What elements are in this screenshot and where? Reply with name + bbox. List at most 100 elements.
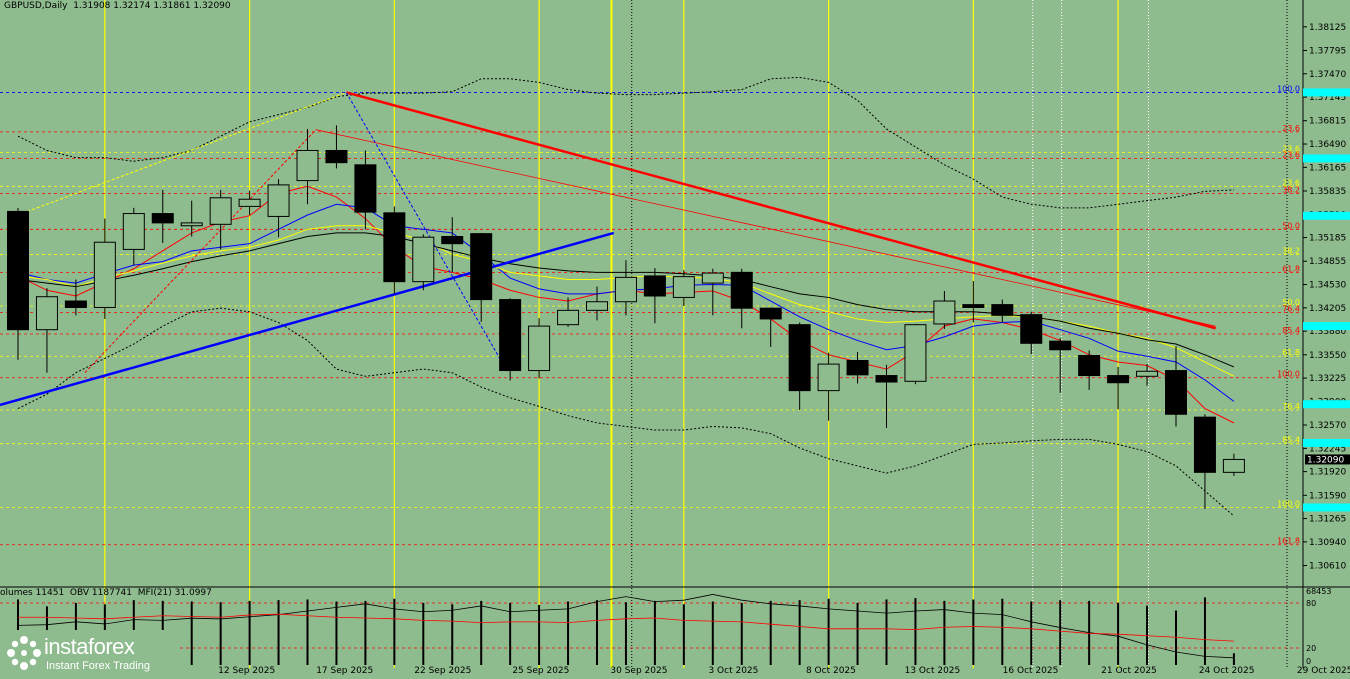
indicator-header: olumes 11451 OBV 1187741 MFI(21) 31.0997 (0, 588, 212, 598)
date-label: 22 Sep 2025 (414, 666, 471, 675)
indicator-scale-label: 20 (1306, 644, 1316, 653)
fib-level-label: 23.6 (1282, 124, 1300, 133)
date-label: 13 Oct 2025 (905, 666, 961, 675)
price-tick-label: 1.37470 (1309, 70, 1346, 80)
fib-level-label: 76.4 (1282, 402, 1300, 411)
date-label: 16 Oct 2025 (1003, 666, 1059, 675)
bear-candle (643, 275, 666, 297)
price-tick-label: 1.33880 (1309, 327, 1346, 337)
fib-level-label: 100.0 (1277, 499, 1300, 508)
date-label: 8 Oct 2025 (806, 666, 856, 675)
ohlc-values: 1.31908 1.32174 1.31861 1.32090 (73, 1, 231, 11)
bull-candle (267, 184, 290, 217)
current-price-label: 1.32090 (1307, 455, 1344, 465)
logo-name: instaforex (44, 634, 135, 659)
fib-level-label: 38.2 (1282, 185, 1300, 194)
bear-candle (1020, 314, 1043, 344)
bear-candle (1107, 375, 1130, 384)
price-tick-label: 1.31590 (1309, 491, 1346, 501)
date-label: 29 Oct 2025 (1297, 666, 1350, 675)
bear-candle (7, 210, 29, 331)
price-tick-label: 1.34205 (1309, 304, 1346, 314)
fib-level-label: 85.4 (1282, 436, 1300, 445)
bear-candle (354, 164, 377, 213)
fib-axis-marker (1303, 154, 1350, 163)
bull-candle (93, 241, 116, 308)
date-label: 30 Sep 2025 (610, 666, 667, 675)
bear-candle (846, 360, 869, 376)
fib-level-label: 85.4 (1282, 326, 1300, 335)
mfi-line (18, 613, 1234, 642)
bull-candle (1136, 370, 1159, 377)
bear-candle (962, 304, 985, 308)
red-thin-trendline (315, 129, 1216, 327)
obv-line (17, 594, 1234, 659)
bull-candle (701, 272, 724, 284)
price-tick-label: 1.36490 (1309, 140, 1346, 150)
logo-icon (7, 636, 41, 670)
price-tick-label: 1.35185 (1309, 234, 1346, 244)
bull-candle (528, 325, 551, 372)
fib-axis-marker (1303, 211, 1350, 220)
bull-candle (180, 222, 203, 227)
date-label: 24 Oct 2025 (1199, 666, 1255, 675)
bear-candle (730, 271, 753, 309)
bear-candle (1193, 416, 1216, 473)
symbol-header: GBPUSD,Daily 1.31908 1.32174 1.31861 1.3… (4, 1, 231, 11)
bear-candle (991, 304, 1014, 316)
bull-candle (35, 296, 58, 331)
price-tick-label: 1.34855 (1309, 257, 1346, 267)
blue-trendline (0, 231, 615, 407)
bear-candle (441, 236, 464, 245)
bollinger-lower (17, 307, 1235, 517)
bear-candle (325, 149, 348, 164)
bull-candle (672, 276, 695, 298)
price-tick-label: 1.36815 (1309, 117, 1346, 127)
bear-candle (64, 300, 87, 308)
bull-candle (614, 276, 637, 303)
red-trendline (345, 91, 1216, 330)
bull-candle (1222, 458, 1245, 473)
date-label: 12 Sep 2025 (218, 666, 275, 675)
bull-candle (209, 197, 232, 225)
bull-candle (412, 236, 435, 283)
fib-level-label: 161.8 (1277, 537, 1300, 546)
fib-level-label: 61.8 (1282, 264, 1300, 273)
price-tick-label: 1.37795 (1309, 46, 1346, 56)
fib-level-label: 23.6 (1282, 178, 1300, 187)
fib-level-label: 61.8 (1282, 348, 1300, 357)
fib-level-label: 100.0 (1277, 370, 1300, 379)
bull-candle (122, 213, 145, 250)
logo-tagline: Instant Forex Trading (46, 660, 150, 672)
bull-candle (933, 300, 956, 325)
fib-axis-marker (1303, 503, 1350, 512)
price-tick-label: 1.30610 (1309, 562, 1346, 572)
indicator-scale-label: 0 (1306, 657, 1311, 666)
indicator-scale-label: 80 (1306, 599, 1316, 608)
fib-level-label: 50.0 (1282, 221, 1300, 230)
bull-candle (586, 301, 608, 311)
price-axis-bg (1303, 0, 1350, 675)
bollinger-upper (17, 76, 1234, 209)
bull-candle (904, 324, 927, 382)
fib-axis-marker (1303, 438, 1350, 447)
fib-axis-marker (1303, 400, 1350, 409)
blue-dotted-trendline (345, 92, 508, 371)
fib-axis-marker (1303, 322, 1350, 331)
bear-candle (499, 299, 522, 372)
yellow-dotted-trendline (17, 91, 347, 216)
bear-candle (1165, 370, 1187, 415)
bull-candle (296, 149, 319, 182)
price-tick-label: 1.34530 (1309, 281, 1346, 291)
current-price-tag (1305, 454, 1350, 465)
fib-level-label: 76.4 (1282, 304, 1300, 313)
price-tick-label: 1.35835 (1309, 187, 1346, 197)
price-tick-label: 1.36165 (1309, 163, 1346, 173)
price-tick-label: 1.33550 (1309, 351, 1346, 361)
price-tick-label: 1.32245 (1309, 444, 1346, 454)
fib-level-label: 38.2 (1282, 246, 1300, 255)
price-tick-label: 1.31920 (1309, 468, 1346, 478)
price-tick-label: 1.38125 (1309, 23, 1346, 33)
red-dotted-trendline (84, 129, 317, 374)
